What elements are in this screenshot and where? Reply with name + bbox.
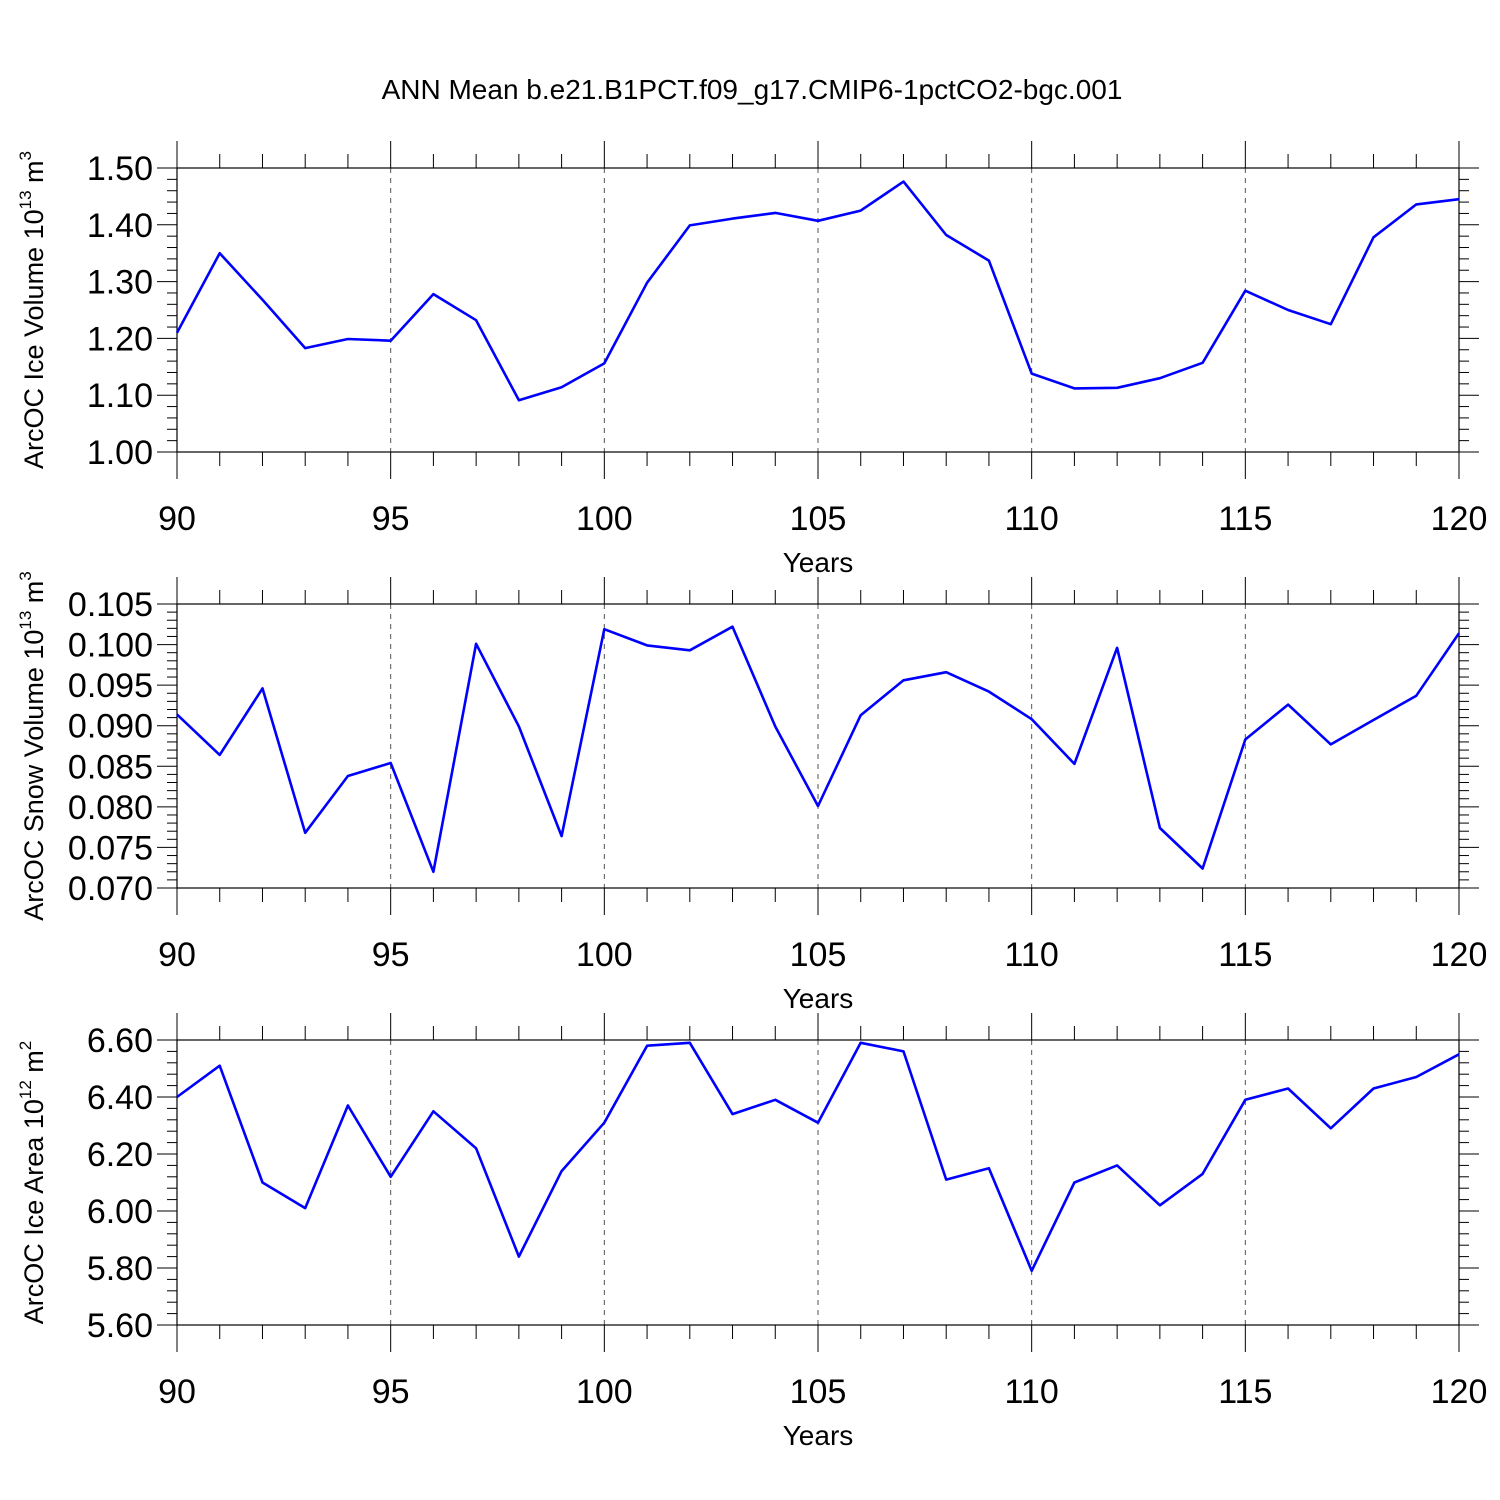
y-tick-label: 1.10 (87, 377, 153, 415)
y-tick-label: 1.30 (87, 264, 153, 302)
series-line (176, 1041, 1460, 1273)
x-axis-label: Years (783, 983, 854, 1014)
y-tick-label: 6.00 (87, 1193, 153, 1231)
y-tick-label: 0.070 (68, 870, 153, 908)
panel-1: 1.00 1.10 1.20 1.30 1.40 1.50 90 95 100 105 110 115… (16, 141, 1487, 578)
y-tick-label: 5.60 (87, 1307, 153, 1345)
x-tick-label: 100 (576, 1373, 633, 1411)
x-tick-label: 90 (158, 936, 196, 974)
y-axis-label: ArcOC Snow Volume 1013 m3 (16, 571, 49, 921)
x-tick-label: 105 (790, 1373, 847, 1411)
x-tick-label: 95 (372, 936, 410, 974)
panel-2: 0.0700.0750.0800.0850.0900.0950.1000.105… (16, 571, 1487, 1014)
x-tick-label: 120 (1431, 500, 1488, 538)
y-tick-label: 1.50 (87, 150, 153, 188)
y-tick-label: 0.095 (68, 667, 153, 705)
x-tick-label: 90 (158, 500, 196, 538)
x-tick-label: 110 (1005, 1373, 1059, 1411)
x-tick-label: 95 (372, 1373, 410, 1411)
y-tick-label: 0.090 (68, 708, 153, 746)
x-tick-label: 105 (790, 500, 847, 538)
y-tick-label: 0.105 (68, 586, 153, 624)
y-tick-label: 5.80 (87, 1250, 153, 1288)
y-tick-label: 6.60 (87, 1022, 153, 1060)
y-tick-label: 0.080 (68, 789, 153, 827)
y-tick-label: 0.075 (68, 829, 153, 867)
figure-title: ANN Mean b.e21.B1PCT.f09_g17.CMIP6-1pctC… (382, 74, 1123, 105)
series-line (176, 625, 1461, 874)
x-tick-label: 115 (1218, 500, 1272, 538)
x-tick-label: 100 (576, 500, 633, 538)
x-tick-label: 110 (1005, 936, 1059, 974)
y-axis-label: ArcOC Ice Volume 1013 m3 (16, 151, 49, 469)
x-tick-label: 115 (1218, 936, 1272, 974)
series-line (175, 180, 1460, 402)
x-tick-label: 120 (1431, 936, 1488, 974)
x-tick-label: 115 (1218, 1373, 1272, 1411)
x-tick-label: 105 (790, 936, 847, 974)
y-tick-label: 0.085 (68, 748, 153, 786)
y-axis-label: ArcOC Ice Area 1012 m2 (16, 1041, 49, 1325)
panel-3: 5.60 5.80 6.00 6.20 6.40 6.60 90 95 100 105 110 115… (16, 1013, 1487, 1451)
y-tick-label: 1.40 (87, 207, 153, 245)
x-tick-label: 110 (1005, 500, 1059, 538)
y-tick-label: 1.20 (87, 320, 153, 358)
y-tick-label: 0.100 (68, 627, 153, 665)
x-tick-label: 100 (576, 936, 633, 974)
x-tick-label: 95 (372, 500, 410, 538)
x-tick-label: 120 (1431, 1373, 1488, 1411)
x-axis-label: Years (783, 547, 854, 578)
y-tick-label: 6.40 (87, 1079, 153, 1117)
x-tick-label: 90 (158, 1373, 196, 1411)
y-tick-label: 6.20 (87, 1136, 153, 1174)
panels-group: 1.00 1.10 1.20 1.30 1.40 1.50 90 95 100 105 110 115… (16, 141, 1487, 1451)
y-tick-label: 1.00 (87, 434, 153, 472)
x-axis-label: Years (783, 1420, 854, 1451)
